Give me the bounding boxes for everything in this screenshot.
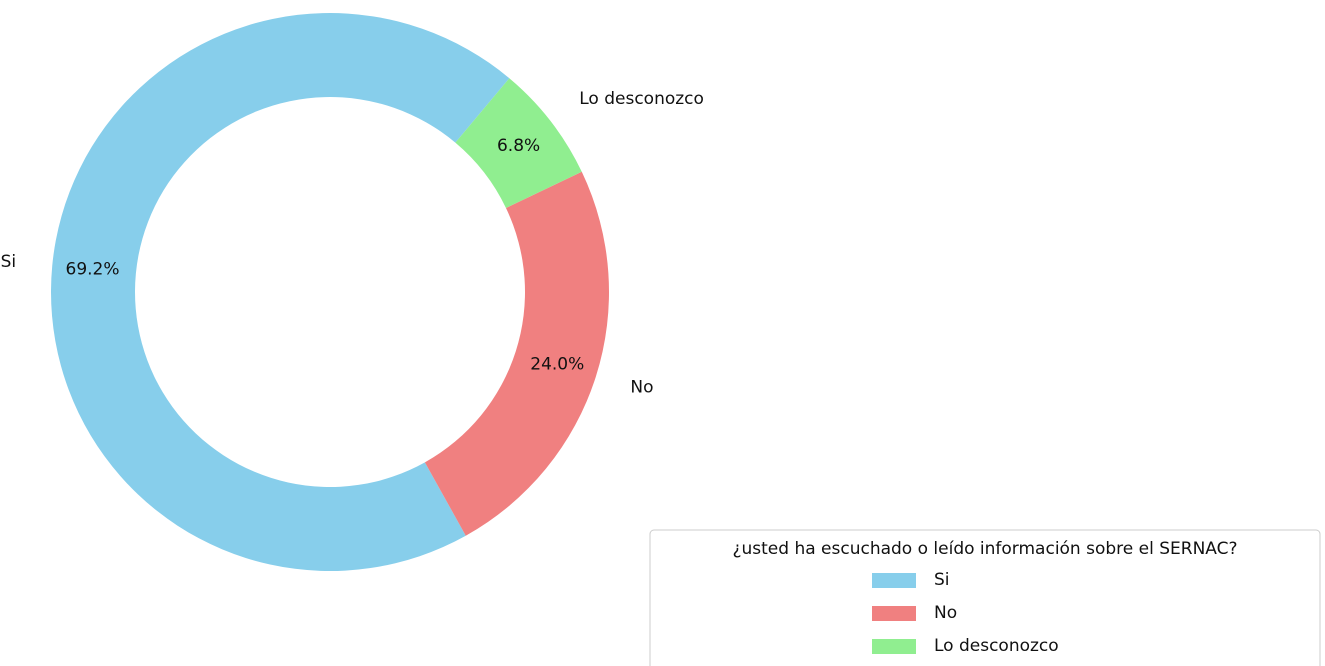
legend-box bbox=[649, 529, 1321, 666]
legend: ¿usted ha escuchado o leído información … bbox=[649, 529, 1321, 666]
category-label: Lo desconozco bbox=[579, 89, 704, 109]
percent-label: 69.2% bbox=[66, 259, 120, 279]
legend-label: No bbox=[934, 603, 957, 623]
percent-label: 24.0% bbox=[530, 354, 584, 374]
legend-label: Lo desconozco bbox=[934, 636, 1059, 656]
category-label: No bbox=[630, 378, 653, 398]
legend-label: Si bbox=[934, 570, 950, 590]
legend-title: ¿usted ha escuchado o leído información … bbox=[732, 539, 1237, 559]
legend-swatch bbox=[872, 606, 916, 621]
donut-segment bbox=[51, 12, 510, 571]
donut-segment bbox=[424, 171, 609, 536]
legend-swatch bbox=[872, 573, 916, 588]
legend-swatch bbox=[872, 639, 916, 654]
percent-label: 6.8% bbox=[497, 136, 540, 156]
category-label: Si bbox=[1, 252, 17, 272]
donut-segment bbox=[455, 78, 582, 208]
